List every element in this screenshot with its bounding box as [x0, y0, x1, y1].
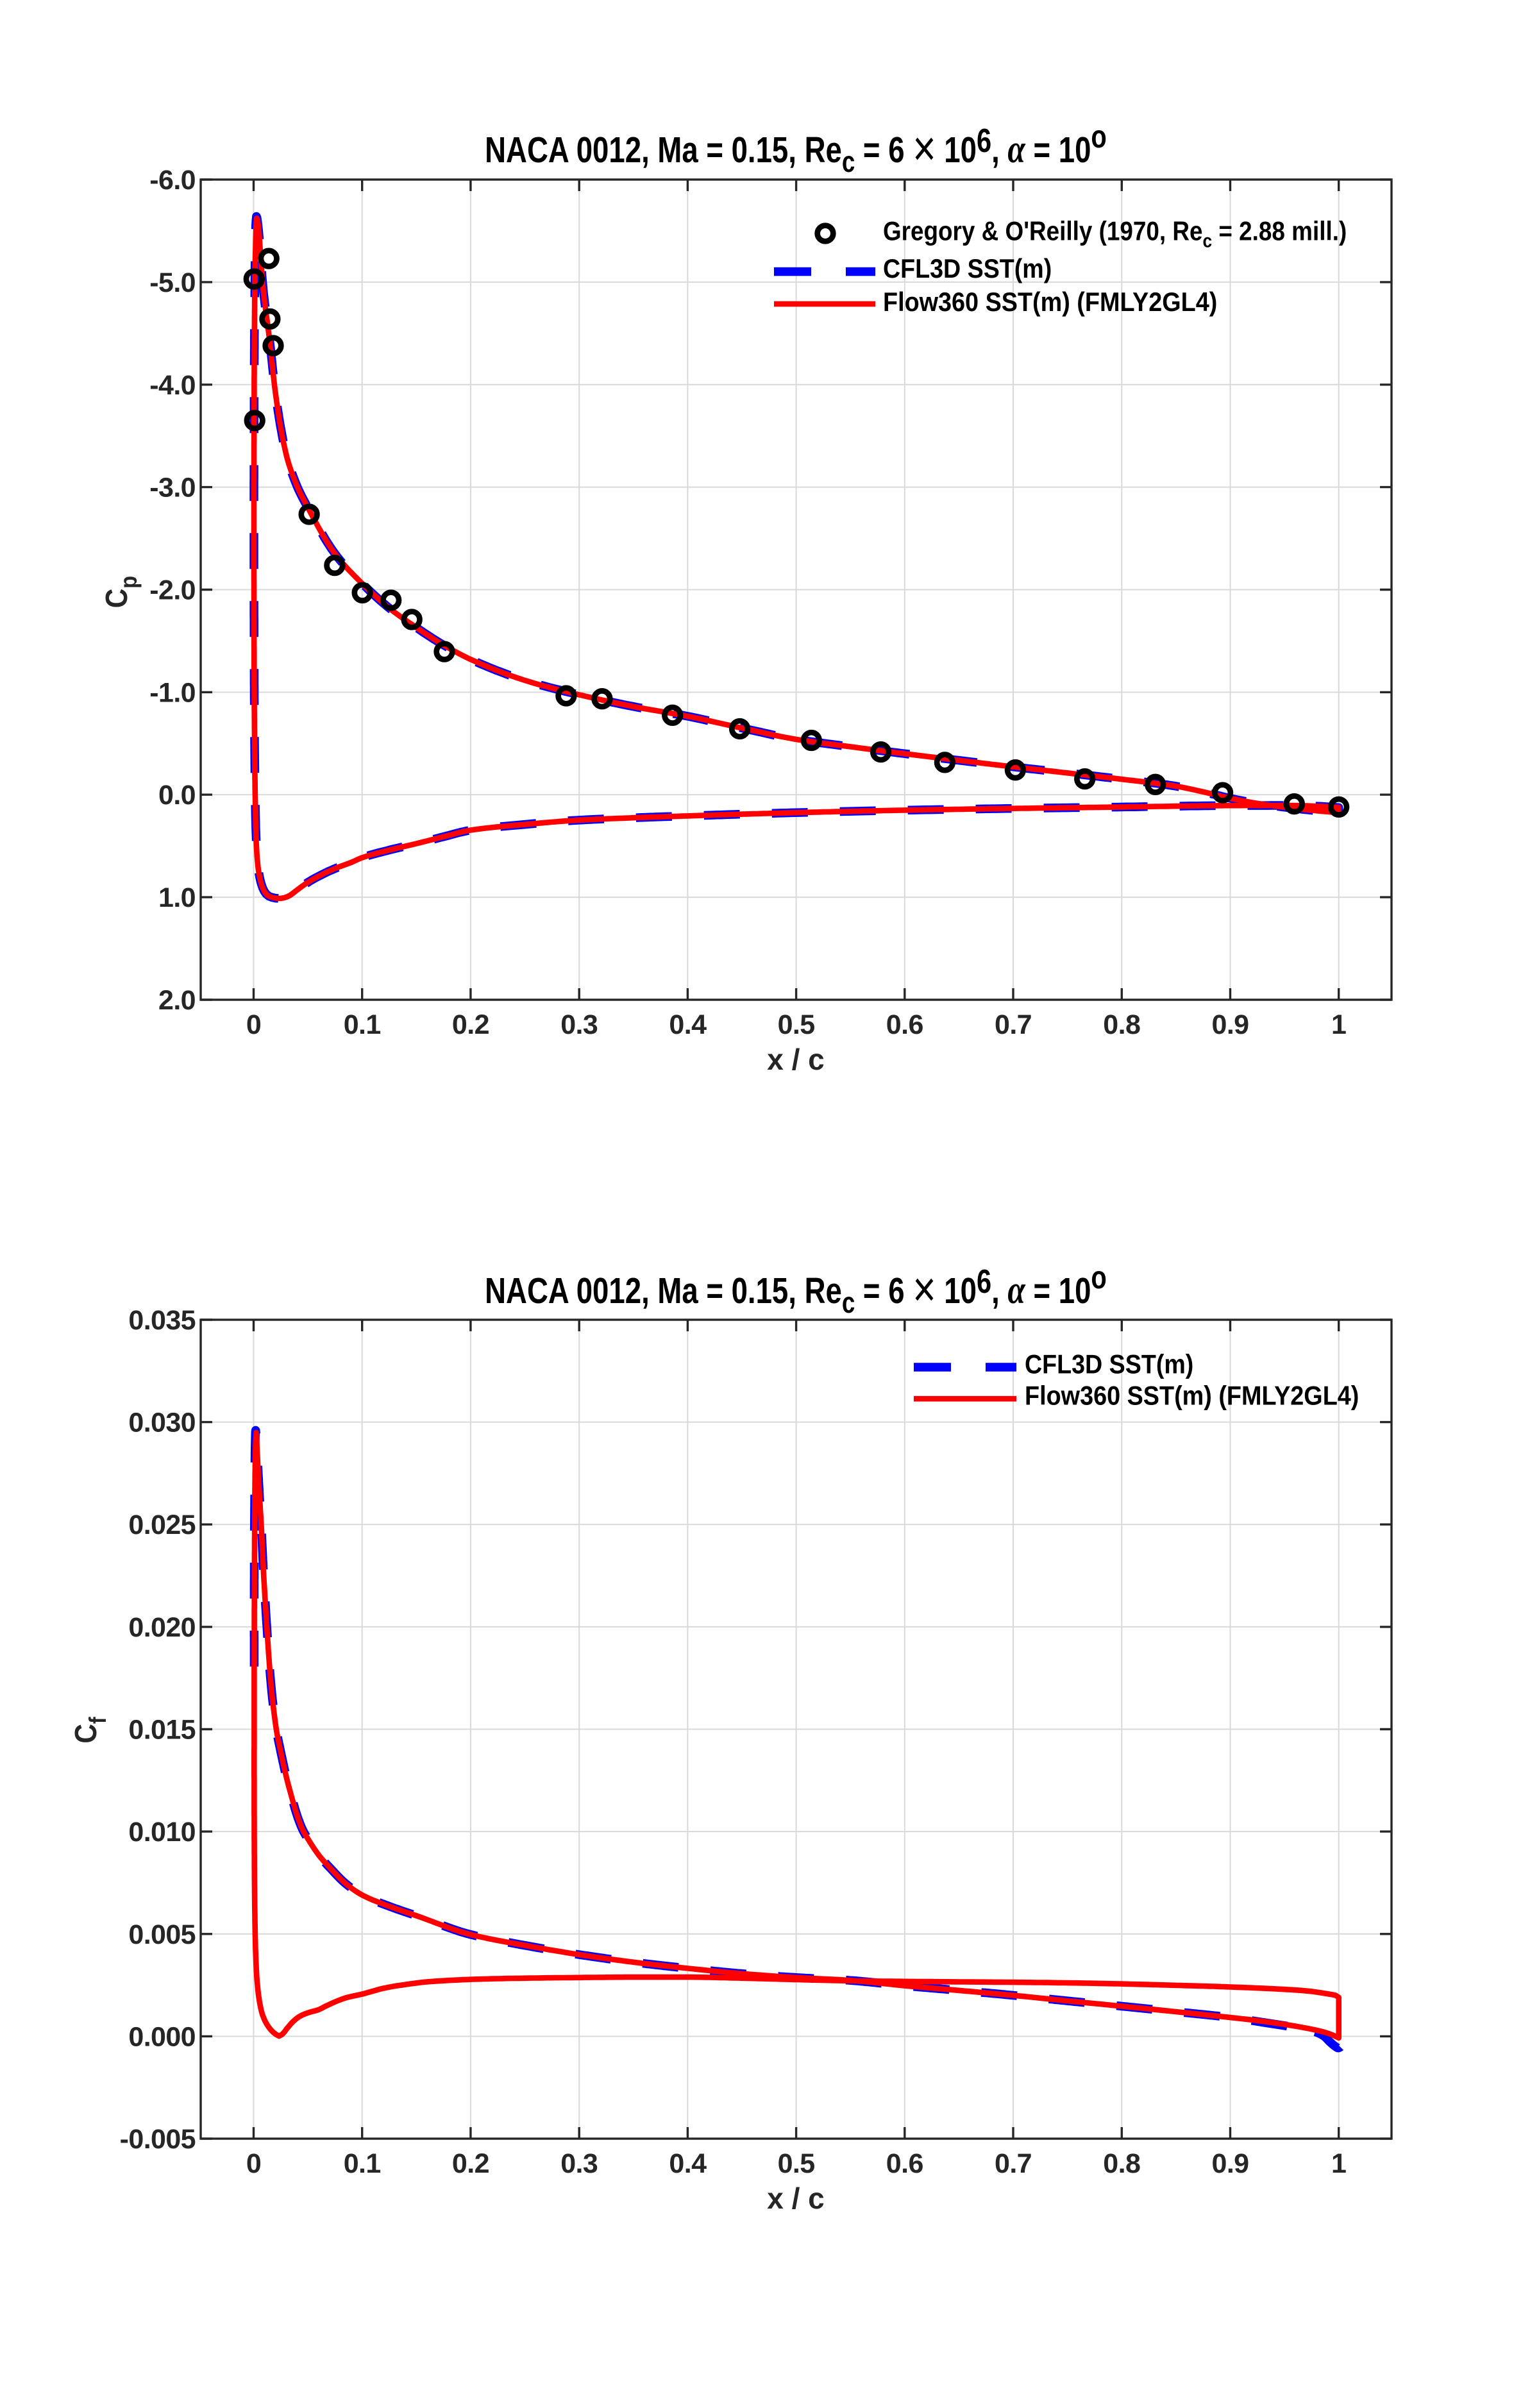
- svg-text:0.000: 0.000: [128, 2021, 196, 2052]
- svg-text:1: 1: [1331, 1009, 1346, 1040]
- svg-text:0.005: 0.005: [128, 1919, 196, 1950]
- svg-text:0.7: 0.7: [995, 2148, 1032, 2179]
- svg-text:0.6: 0.6: [886, 1009, 923, 1040]
- svg-text:0.015: 0.015: [128, 1715, 196, 1746]
- svg-text:-0.005: -0.005: [120, 2124, 196, 2155]
- svg-text:0.4: 0.4: [669, 1009, 707, 1040]
- svg-text:2.0: 2.0: [158, 985, 196, 1016]
- svg-text:0.1: 0.1: [344, 1009, 381, 1040]
- svg-text:-2.0: -2.0: [149, 575, 196, 606]
- svg-text:0.3: 0.3: [560, 2148, 598, 2179]
- svg-text:0.030: 0.030: [128, 1408, 196, 1438]
- svg-text:0.025: 0.025: [128, 1510, 196, 1540]
- svg-text:-5.0: -5.0: [149, 267, 196, 298]
- svg-text:0.4: 0.4: [669, 2148, 707, 2179]
- svg-text:-4.0: -4.0: [149, 370, 196, 401]
- svg-text:0.7: 0.7: [995, 1009, 1032, 1040]
- svg-text:0.5: 0.5: [778, 2148, 815, 2179]
- svg-text:0.8: 0.8: [1103, 2148, 1140, 2179]
- svg-text:Flow360 SST(m) (FMLY2GL4): Flow360 SST(m) (FMLY2GL4): [883, 287, 1217, 317]
- svg-text:0.5: 0.5: [778, 1009, 815, 1040]
- svg-text:0.6: 0.6: [886, 2148, 923, 2179]
- svg-text:0.020: 0.020: [128, 1612, 196, 1643]
- svg-text:0.010: 0.010: [128, 1817, 196, 1848]
- svg-text:-1.0: -1.0: [149, 677, 196, 708]
- svg-text:x / c: x / c: [767, 1043, 825, 1076]
- svg-text:Gregory & O'Reilly (1970, Rec: Gregory & O'Reilly (1970, Rec = 2.88 mil…: [883, 216, 1347, 251]
- svg-text:x / c: x / c: [767, 2182, 825, 2215]
- svg-text:0.035: 0.035: [128, 1305, 196, 1336]
- svg-text:0.0: 0.0: [158, 780, 196, 811]
- svg-text:0.8: 0.8: [1103, 1009, 1140, 1040]
- svg-text:0.1: 0.1: [344, 2148, 381, 2179]
- svg-text:Flow360 SST(m) (FMLY2GL4): Flow360 SST(m) (FMLY2GL4): [1025, 1381, 1359, 1411]
- svg-text:0.3: 0.3: [560, 1009, 598, 1040]
- svg-text:CFL3D SST(m): CFL3D SST(m): [1025, 1350, 1193, 1379]
- svg-text:NACA 0012, Ma = 0.15, Rec = 6: NACA 0012, Ma = 0.15, Rec = 6 × 106, α =…: [485, 119, 1107, 178]
- svg-text:NACA 0012, Ma = 0.15, Rec = 6: NACA 0012, Ma = 0.15, Rec = 6 × 106, α =…: [485, 1259, 1107, 1319]
- svg-text:0: 0: [246, 1009, 261, 1040]
- svg-text:-3.0: -3.0: [149, 473, 196, 503]
- svg-text:0: 0: [246, 2148, 261, 2179]
- svg-text:0.9: 0.9: [1212, 2148, 1249, 2179]
- svg-text:1.0: 1.0: [158, 882, 196, 913]
- svg-text:-6.0: -6.0: [149, 165, 196, 196]
- svg-text:0.9: 0.9: [1212, 1009, 1249, 1040]
- svg-text:CFL3D SST(m): CFL3D SST(m): [883, 254, 1052, 283]
- svg-text:1: 1: [1331, 2148, 1346, 2179]
- svg-text:0.2: 0.2: [452, 2148, 489, 2179]
- svg-text:0.2: 0.2: [452, 1009, 489, 1040]
